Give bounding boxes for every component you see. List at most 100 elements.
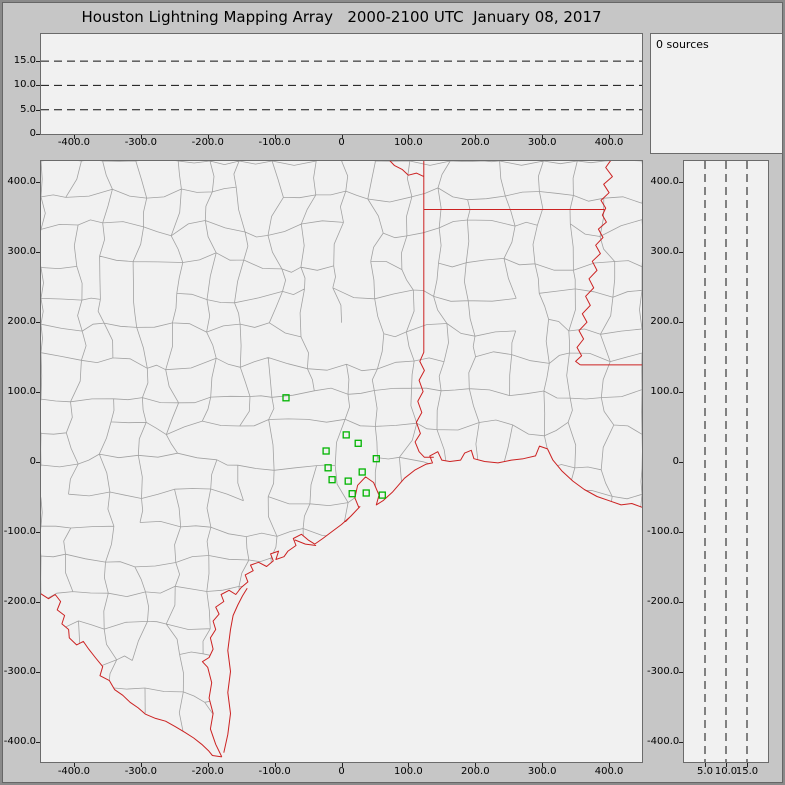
- ns-tick-label: 0: [29, 455, 36, 467]
- ew-tick-label: -200.0: [191, 137, 224, 148]
- tick-mark: [274, 763, 276, 767]
- ns-tick-label: -200.0: [647, 595, 680, 607]
- alt-tick-label: 0: [29, 128, 36, 139]
- tick-mark: [679, 741, 683, 743]
- tick-mark: [679, 251, 683, 253]
- ew-tick-label: 200.0: [460, 766, 490, 777]
- ew-tick-label: 0: [338, 766, 345, 777]
- tick-mark: [542, 763, 544, 767]
- ew-tick-label: 300.0: [527, 766, 557, 777]
- tick-mark: [679, 461, 683, 463]
- ns-tick-label: 0: [672, 455, 679, 467]
- tick-mark: [36, 671, 40, 673]
- ns-tick-label: -200.0: [3, 595, 36, 607]
- ew-tick-label: 100.0: [394, 137, 423, 148]
- tick-mark: [475, 763, 477, 767]
- alt-tick-label: 5.0: [20, 103, 36, 115]
- tick-mark: [73, 763, 75, 767]
- ew-tick-label: -400.0: [57, 766, 91, 777]
- ew-tick-label: -200.0: [191, 766, 224, 777]
- lma-station-marker: [372, 455, 380, 463]
- lma-station-marker: [348, 490, 356, 498]
- altitude-ew-panel: [40, 33, 643, 135]
- tick-mark: [475, 135, 477, 139]
- sources-count-panel: 0 sources: [650, 33, 783, 154]
- plot-title: Houston Lightning Mapping Array 2000-210…: [81, 8, 602, 26]
- alt-tick-label: 10.0: [13, 79, 36, 91]
- ns-tick-label: 400.0: [650, 175, 679, 187]
- tick-mark: [408, 135, 410, 139]
- tick-mark: [36, 251, 40, 253]
- ns-tick-label: 200.0: [7, 315, 36, 327]
- tick-mark: [679, 391, 683, 393]
- tick-mark: [36, 85, 40, 87]
- lma-station-marker: [322, 447, 330, 455]
- tick-mark: [207, 135, 209, 139]
- ew-tick-label: 0: [338, 137, 345, 148]
- tick-mark: [609, 763, 611, 767]
- tick-mark: [679, 531, 683, 533]
- ew-tick-label: 400.0: [594, 137, 624, 148]
- plan-view-panel: [40, 160, 643, 763]
- lma-station-marker: [358, 468, 366, 476]
- tick-mark: [679, 321, 683, 323]
- alt-tick-label: 5.0: [697, 766, 713, 777]
- ns-tick-label: 200.0: [650, 315, 679, 327]
- lma-station-marker: [378, 491, 386, 499]
- tick-mark: [705, 763, 706, 767]
- ns-tick-label: 300.0: [7, 245, 36, 257]
- tick-mark: [679, 671, 683, 673]
- plan-view-map-plot[interactable]: [41, 161, 642, 762]
- ns-tick-label: -300.0: [647, 665, 680, 677]
- alt-tick-label: 15.0: [735, 766, 759, 777]
- tick-mark: [274, 135, 276, 139]
- ns-tick-label: 300.0: [650, 245, 679, 257]
- lma-station-marker: [344, 477, 352, 485]
- lma-station-marker: [354, 439, 362, 447]
- ns-tick-label: 100.0: [7, 385, 36, 397]
- ew-tick-label: -100.0: [258, 137, 291, 148]
- tick-mark: [36, 61, 40, 63]
- lma-station-marker: [282, 394, 290, 402]
- tick-mark: [207, 763, 209, 767]
- ew-tick-label: -300.0: [124, 766, 157, 777]
- ns-tick-label: -400.0: [3, 735, 36, 747]
- tick-mark: [73, 135, 75, 139]
- tick-mark: [341, 135, 343, 139]
- tick-mark: [341, 763, 343, 767]
- ew-tick-label: 300.0: [527, 137, 557, 148]
- tick-mark: [36, 321, 40, 323]
- ew-tick-label: -300.0: [124, 137, 157, 148]
- tick-mark: [747, 763, 748, 767]
- state-border-coastline-path: [41, 161, 642, 758]
- county-boundaries-layer: [41, 161, 642, 757]
- lma-station-marker: [362, 489, 370, 497]
- tick-mark: [726, 763, 727, 767]
- alt-tick-label: 15.0: [13, 55, 36, 67]
- tick-mark: [36, 109, 40, 111]
- state-borders-layer: [41, 161, 642, 758]
- tick-mark: [36, 601, 40, 603]
- tick-mark: [679, 181, 683, 183]
- ew-tick-label: -400.0: [57, 137, 91, 148]
- alt-tick-label: 10.0: [714, 766, 738, 777]
- tick-mark: [542, 135, 544, 139]
- tick-mark: [36, 391, 40, 393]
- lma-station-marker: [342, 431, 350, 439]
- altitude-ns-panel: [683, 160, 769, 763]
- ew-tick-label: 200.0: [460, 137, 490, 148]
- tick-mark: [36, 531, 40, 533]
- ew-tick-label: -100.0: [258, 766, 291, 777]
- ew-tick-label: 100.0: [394, 766, 423, 777]
- tick-mark: [36, 134, 40, 135]
- tick-mark: [140, 135, 142, 139]
- altitude-ns-plot[interactable]: [684, 161, 768, 762]
- tick-mark: [36, 181, 40, 183]
- tick-mark: [36, 461, 40, 463]
- ns-tick-label: 400.0: [7, 175, 36, 187]
- altitude-ew-plot[interactable]: [41, 34, 642, 134]
- ns-tick-label: 100.0: [650, 385, 679, 397]
- tick-mark: [609, 135, 611, 139]
- sources-count-label: 0 sources: [656, 38, 709, 51]
- ns-tick-label: -100.0: [647, 525, 680, 537]
